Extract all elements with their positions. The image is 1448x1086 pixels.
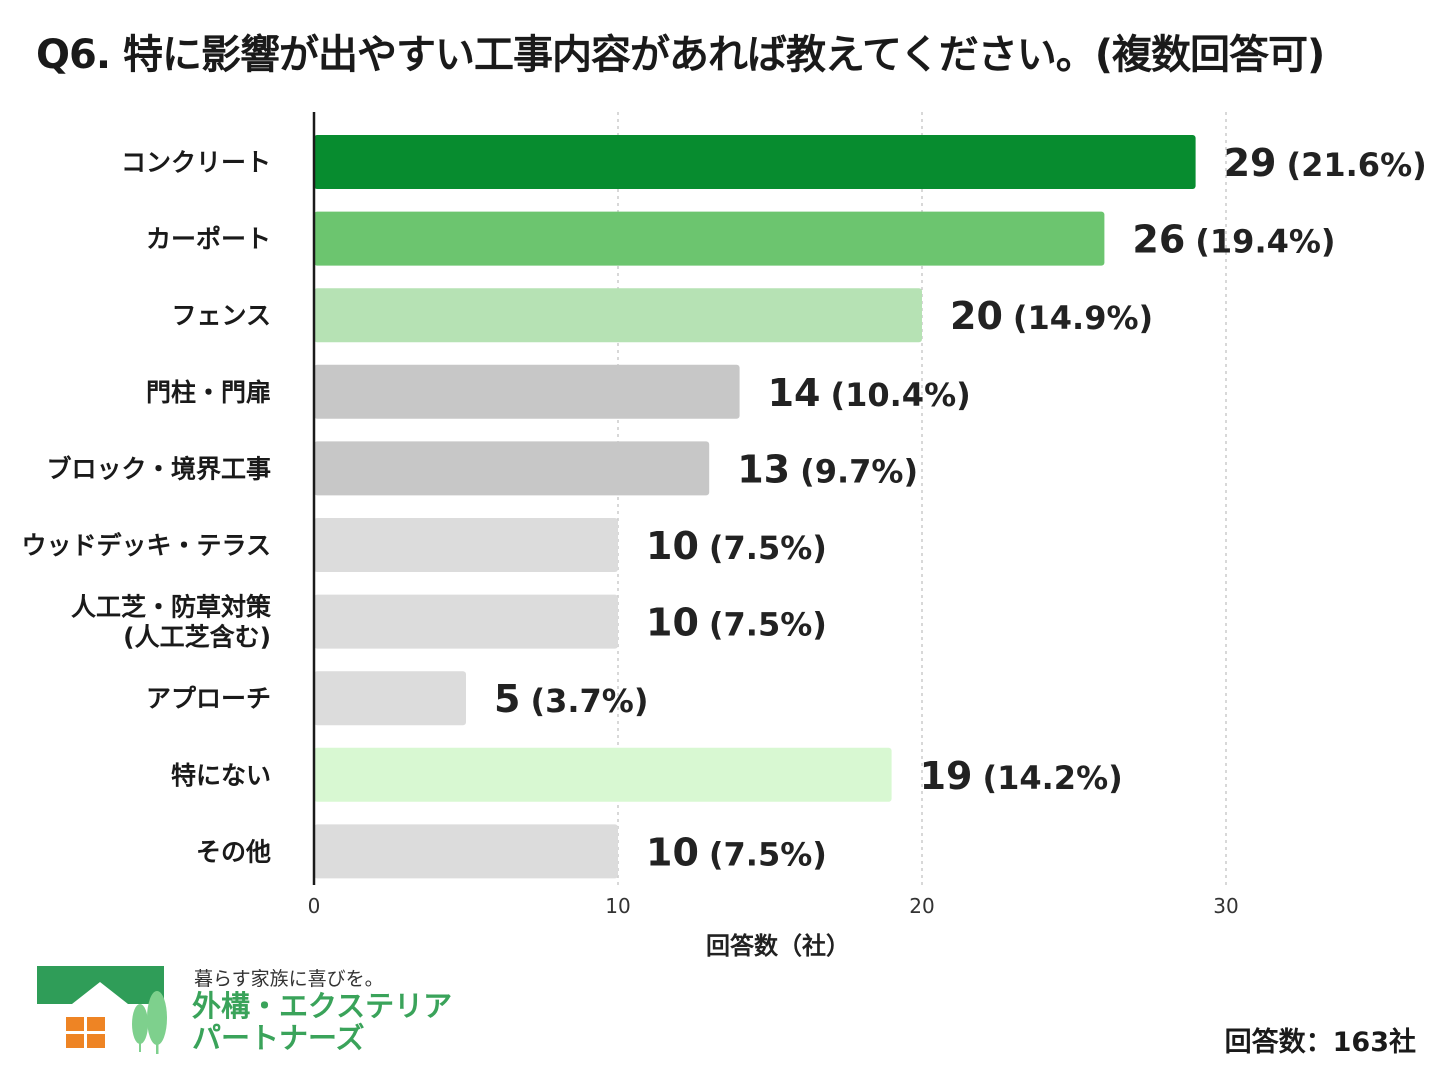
value-count: 13 — [737, 447, 790, 491]
logo-tree-large — [147, 991, 167, 1045]
value-count: 10 — [646, 524, 699, 568]
value-percent: (14.9%) — [1013, 299, 1153, 337]
category-label-7: アプローチ — [146, 684, 271, 713]
value-percent: (7.5%) — [709, 835, 827, 873]
value-count: 26 — [1132, 218, 1185, 262]
value-count: 20 — [950, 294, 1003, 338]
chart-title: Q6. 特に影響が出やすい工事内容があれば教えてください。(複数回答可) — [36, 32, 1325, 78]
bar-0 — [314, 135, 1196, 189]
bar-5 — [314, 518, 618, 572]
value-count: 29 — [1224, 141, 1277, 185]
category-label-1: カーポート — [146, 225, 271, 254]
brand-name-line1: 外構・エクステリア — [192, 989, 453, 1023]
logo-window-br — [87, 1034, 105, 1048]
brand-tagline: 暮らす家族に喜びを。 — [194, 968, 384, 990]
value-label-5: 10 (7.5%) — [646, 524, 827, 568]
bar-6 — [314, 594, 618, 649]
logo-tree-small — [132, 1004, 148, 1044]
category-label-0: コンクリート — [121, 148, 271, 177]
bar-1 — [314, 211, 1105, 266]
value-label-7: 5 (3.7%) — [494, 677, 648, 721]
value-percent: (14.2%) — [982, 759, 1122, 797]
value-count: 5 — [494, 677, 520, 721]
bar-9 — [314, 824, 618, 879]
bar-7 — [314, 671, 466, 726]
x-tick-label-3: 30 — [1213, 894, 1238, 918]
logo-window-tl — [66, 1017, 84, 1031]
category-label-9: その他 — [196, 837, 271, 866]
value-label-2: 20 (14.9%) — [950, 294, 1153, 338]
category-label-2: フェンス — [171, 301, 271, 330]
value-label-0: 29 (21.6%) — [1224, 141, 1427, 185]
category-label-4: ブロック・境界工事 — [46, 454, 271, 483]
value-label-4: 13 (9.7%) — [737, 447, 918, 491]
value-count: 10 — [646, 830, 699, 874]
category-label-6: 人工芝・防草対策(人工芝含む) — [71, 593, 272, 652]
value-label-8: 19 (14.2%) — [920, 754, 1123, 798]
value-percent: (7.5%) — [709, 529, 827, 567]
bar-4 — [314, 441, 710, 496]
category-label-5: ウッドデッキ・テラス — [21, 531, 271, 560]
value-percent: (3.7%) — [530, 682, 648, 720]
bar-2 — [314, 288, 922, 343]
value-label-6: 10 (7.5%) — [646, 601, 827, 645]
value-label-9: 10 (7.5%) — [646, 830, 827, 874]
value-percent: (9.7%) — [800, 452, 918, 490]
brand-name: 外構・エクステリア パートナーズ — [192, 990, 452, 1054]
category-label-8: 特にない — [171, 761, 271, 790]
x-axis-label: 回答数（社） — [706, 932, 850, 960]
bar-chart: コンクリート 29 (21.6%) カーポート 26 (19.4%) フェンス 20 (14.9… — [21, 112, 1427, 960]
bar-8 — [314, 747, 892, 802]
respondent-count: 回答数：163社 — [1224, 1027, 1416, 1058]
value-label-3: 14 (10.4%) — [768, 371, 971, 415]
logo-window-tr — [87, 1017, 105, 1031]
value-count: 14 — [768, 371, 821, 415]
bar-3 — [314, 364, 740, 419]
value-count: 19 — [920, 754, 973, 798]
brand-name-line2: パートナーズ — [192, 1021, 365, 1055]
x-tick-label-2: 20 — [909, 894, 934, 918]
logo-window-bl — [66, 1034, 84, 1048]
value-percent: (7.5%) — [709, 606, 827, 644]
category-label-line: (人工芝含む) — [123, 623, 271, 652]
category-label-line: 人工芝・防草対策 — [71, 593, 272, 622]
x-tick-label-0: 0 — [308, 894, 321, 918]
category-label-3: 門柱・門扉 — [146, 378, 271, 407]
logo-house-icon — [37, 966, 167, 1054]
value-percent: (19.4%) — [1195, 223, 1335, 261]
value-label-1: 26 (19.4%) — [1132, 218, 1335, 262]
value-percent: (10.4%) — [830, 376, 970, 414]
x-tick-label-1: 10 — [605, 894, 630, 918]
logo-roof-shape — [37, 966, 164, 1004]
value-count: 10 — [646, 601, 699, 645]
value-percent: (21.6%) — [1286, 146, 1426, 184]
